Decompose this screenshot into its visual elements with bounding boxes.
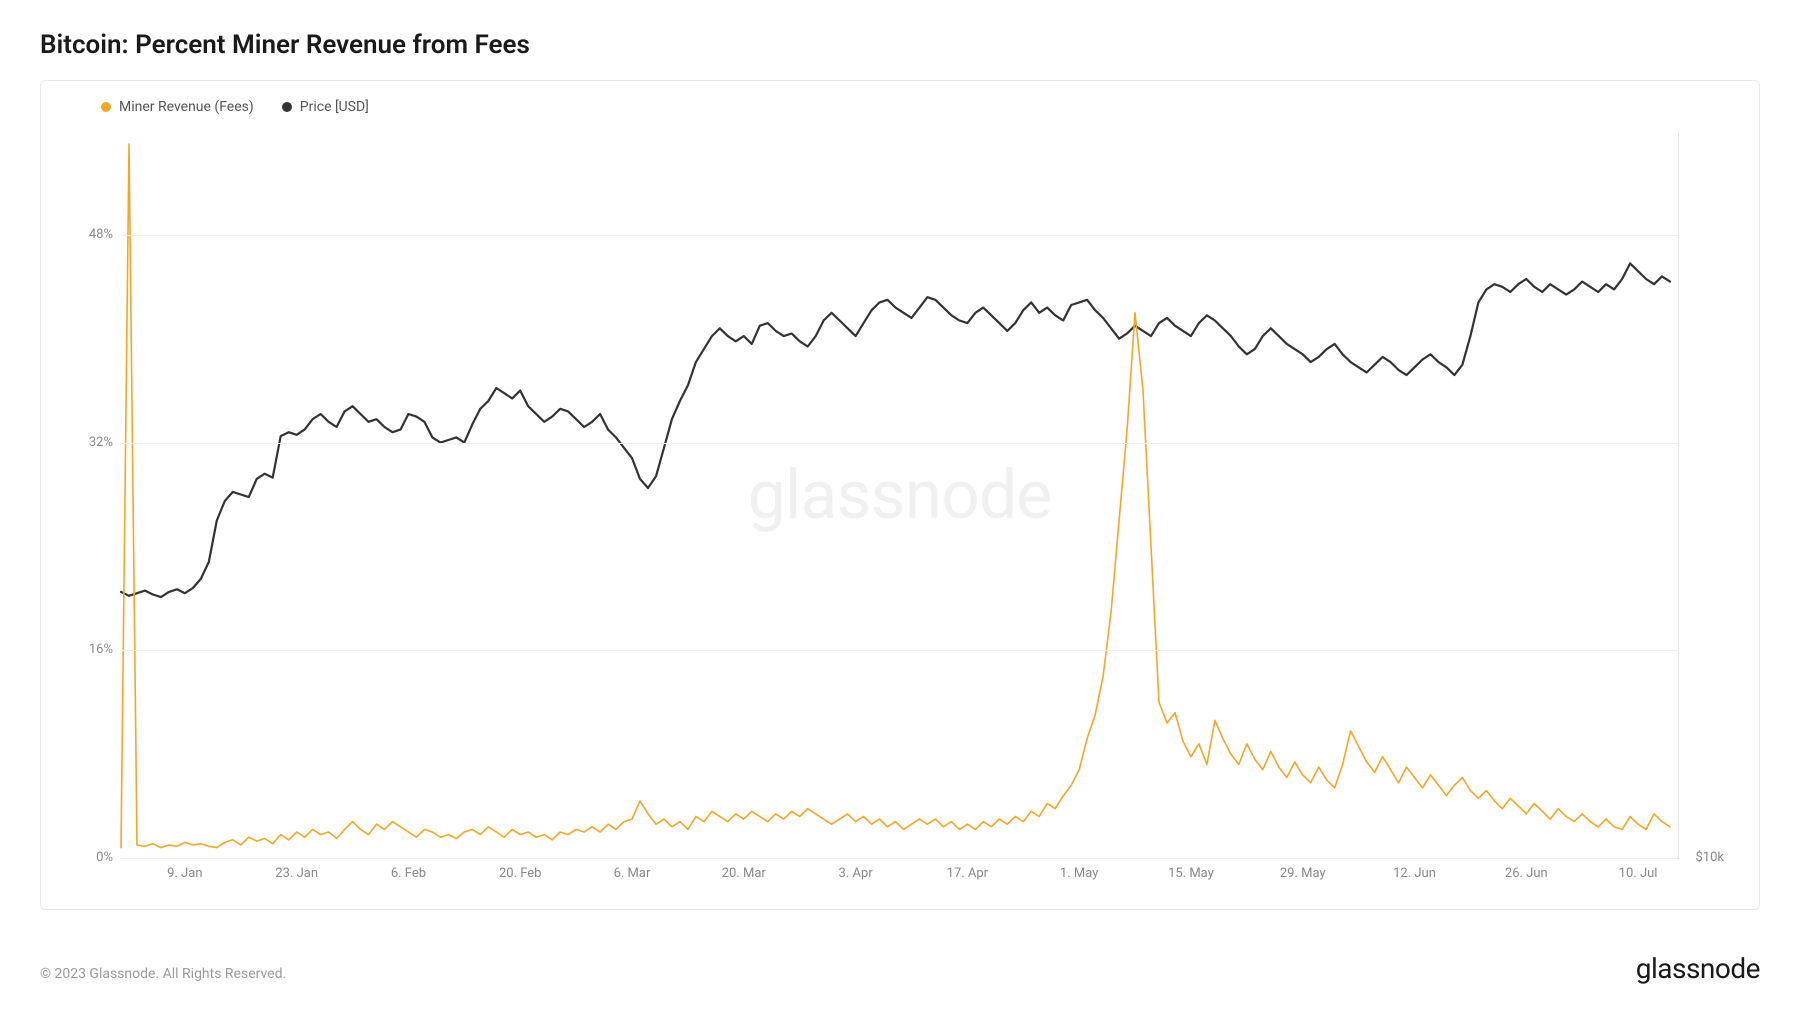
copyright-text: © 2023 Glassnode. All Rights Reserved. <box>40 966 286 982</box>
x-tick-label: 17. Apr <box>947 866 988 881</box>
legend-dot-fees <box>101 102 111 112</box>
x-tick-label: 6. Feb <box>391 866 426 881</box>
x-tick-label: 23. Jan <box>275 866 318 881</box>
x-tick-label: 29. May <box>1280 866 1326 881</box>
y-left-tick-label: 48% <box>73 227 113 242</box>
x-axis-labels: 9. Jan 23. Jan 6. Feb 20. Feb 6. Mar 20. Mar 3… <box>121 866 1678 886</box>
x-tick-label: 20. Feb <box>499 866 542 881</box>
x-tick-label: 9. Jan <box>167 866 202 881</box>
y-right-tick-label: $10k <box>1695 850 1724 865</box>
legend-label-price: Price [USD] <box>300 99 369 115</box>
legend-label-fees: Miner Revenue (Fees) <box>119 99 254 115</box>
gridline <box>121 235 1678 236</box>
line-price <box>121 263 1670 597</box>
chart-plot-area: glassnode 9. Jan23. Jan6. Feb20. Feb6. M… <box>121 131 1679 859</box>
x-tick-label: 20. Mar <box>722 866 766 881</box>
gridline <box>121 858 1678 859</box>
x-tick-label: 3. Apr <box>839 866 873 881</box>
footer: © 2023 Glassnode. All Rights Reserved. g… <box>40 952 1760 985</box>
line-fees <box>121 144 1670 848</box>
chart-svg <box>121 131 1678 858</box>
brand-logo: glassnode <box>1636 952 1760 985</box>
gridline <box>121 443 1678 444</box>
x-tick-label: 10. Jul <box>1619 866 1658 881</box>
y-left-tick-label: 16% <box>73 642 113 657</box>
y-left-tick-label: 32% <box>73 435 113 450</box>
x-tick-label: 1. May <box>1060 866 1098 881</box>
x-tick-label: 26. Jun <box>1505 866 1548 881</box>
x-tick-label: 12. Jun <box>1393 866 1436 881</box>
chart-frame: Miner Revenue (Fees) Price [USD] glassno… <box>40 80 1760 910</box>
x-tick-label: 6. Mar <box>614 866 651 881</box>
legend-item-price[interactable]: Price [USD] <box>282 99 369 115</box>
legend-dot-price <box>282 102 292 112</box>
legend-item-fees[interactable]: Miner Revenue (Fees) <box>101 99 254 115</box>
gridline <box>121 650 1678 651</box>
y-left-tick-label: 0% <box>73 850 113 865</box>
chart-title: Bitcoin: Percent Miner Revenue from Fees <box>40 30 1760 60</box>
x-tick-label: 15. May <box>1168 866 1214 881</box>
chart-legend: Miner Revenue (Fees) Price [USD] <box>101 99 1699 115</box>
